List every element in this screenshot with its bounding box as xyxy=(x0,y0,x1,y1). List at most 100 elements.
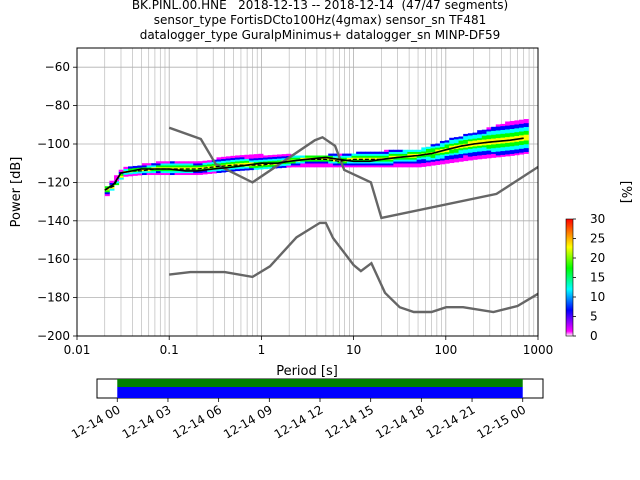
histogram-cell xyxy=(370,163,376,166)
coverage-band-green xyxy=(117,379,523,387)
histogram-cell xyxy=(449,153,455,156)
histogram-cell xyxy=(388,149,394,152)
histogram-cell xyxy=(155,170,162,174)
histogram-cell xyxy=(514,122,520,125)
colorbar-ticks: 0 5 10 15 20 25 30 xyxy=(573,212,605,343)
histogram-cell xyxy=(486,152,492,155)
histogram-cell xyxy=(458,159,464,162)
histogram-cell xyxy=(491,147,497,151)
histogram-cell xyxy=(174,170,180,174)
histogram-cell xyxy=(458,149,464,153)
histogram-cell xyxy=(523,119,529,122)
histogram-cell xyxy=(193,161,199,164)
histogram-cell xyxy=(230,157,236,160)
histogram-cell xyxy=(216,159,222,162)
histogram-cell xyxy=(407,165,413,168)
histogram-cell xyxy=(174,163,180,166)
histogram-cell xyxy=(216,163,222,166)
histogram-cell xyxy=(263,157,269,160)
histogram-cell xyxy=(500,131,506,134)
histogram-cell xyxy=(509,142,515,145)
histogram-cell xyxy=(481,137,487,140)
colorbar-tick-label: 5 xyxy=(590,310,598,324)
histogram-cell xyxy=(328,153,334,156)
histogram-cell xyxy=(342,157,348,160)
histogram-cell xyxy=(500,125,506,129)
histogram-cell xyxy=(509,134,515,137)
histogram-cell xyxy=(411,151,418,154)
histogram-cell xyxy=(486,134,492,138)
histogram-cell xyxy=(491,142,497,145)
histogram-cell xyxy=(411,153,418,156)
histogram-cell xyxy=(328,165,334,168)
histogram-cell xyxy=(509,140,515,143)
histogram-cell xyxy=(444,151,450,155)
histogram-cell xyxy=(509,128,515,131)
histogram-cell xyxy=(230,161,236,164)
histogram-cell xyxy=(365,159,371,162)
histogram-cell xyxy=(374,163,380,166)
histogram-cell xyxy=(384,159,390,162)
histogram-cell xyxy=(388,151,394,154)
histogram-cell xyxy=(495,137,501,141)
histogram-cell xyxy=(481,148,487,152)
histogram-cell xyxy=(235,161,241,164)
histogram-cell xyxy=(123,172,129,175)
histogram-cell xyxy=(258,155,264,158)
histogram-cell xyxy=(193,165,199,168)
histogram-cell xyxy=(244,154,250,157)
histogram-cell xyxy=(425,146,432,149)
histogram-cell xyxy=(183,165,189,168)
histogram-cell xyxy=(323,157,329,160)
histogram-cell xyxy=(486,131,492,134)
histogram-cell xyxy=(216,161,222,164)
histogram-cell xyxy=(477,130,483,133)
histogram-cell xyxy=(495,145,501,148)
histogram-cell xyxy=(160,168,166,172)
histogram-cell xyxy=(276,156,283,159)
histogram-cell xyxy=(356,165,362,168)
histogram-cell xyxy=(118,177,124,180)
histogram-cell xyxy=(402,163,408,166)
histogram-cell xyxy=(449,139,455,142)
histogram-cell xyxy=(453,139,459,142)
histogram-cell xyxy=(146,167,152,170)
histogram-cell xyxy=(491,151,497,154)
histogram-cell xyxy=(118,169,124,172)
histogram-cell xyxy=(235,163,241,166)
histogram-cell xyxy=(505,125,511,128)
histogram-cell xyxy=(360,155,366,158)
histogram-cell xyxy=(472,147,478,151)
histogram-cell xyxy=(351,159,357,162)
histogram-cell xyxy=(300,163,306,166)
histogram-cell xyxy=(174,167,180,170)
histogram-cell xyxy=(500,141,506,144)
histogram-cell xyxy=(132,171,138,174)
colorbar-tick-label: 10 xyxy=(590,290,605,304)
histogram-cell xyxy=(141,170,148,174)
histogram-cell xyxy=(444,140,450,143)
y-tick-label: −60 xyxy=(45,60,70,74)
histogram-cell xyxy=(304,161,310,164)
histogram-cell xyxy=(463,141,469,144)
histogram-cell xyxy=(472,140,478,143)
histogram-cell xyxy=(202,162,208,165)
histogram-cell xyxy=(374,151,380,154)
histogram-cell xyxy=(300,155,306,158)
histogram-cell xyxy=(169,167,175,170)
histogram-cell xyxy=(374,153,380,156)
histogram-cell xyxy=(188,172,194,176)
histogram-cell xyxy=(477,147,483,150)
histogram-cell xyxy=(398,159,404,162)
histogram-cell xyxy=(132,173,138,176)
histogram-cell xyxy=(519,140,525,144)
histogram-cell xyxy=(239,158,245,162)
histogram-cell xyxy=(514,149,520,152)
histogram-cell xyxy=(360,159,366,162)
histogram-cell xyxy=(467,146,473,149)
histogram-cell xyxy=(263,159,269,162)
histogram-cell xyxy=(519,142,525,145)
histogram-cell xyxy=(449,156,455,160)
histogram-cell xyxy=(346,163,352,166)
histogram-cell xyxy=(370,153,376,156)
